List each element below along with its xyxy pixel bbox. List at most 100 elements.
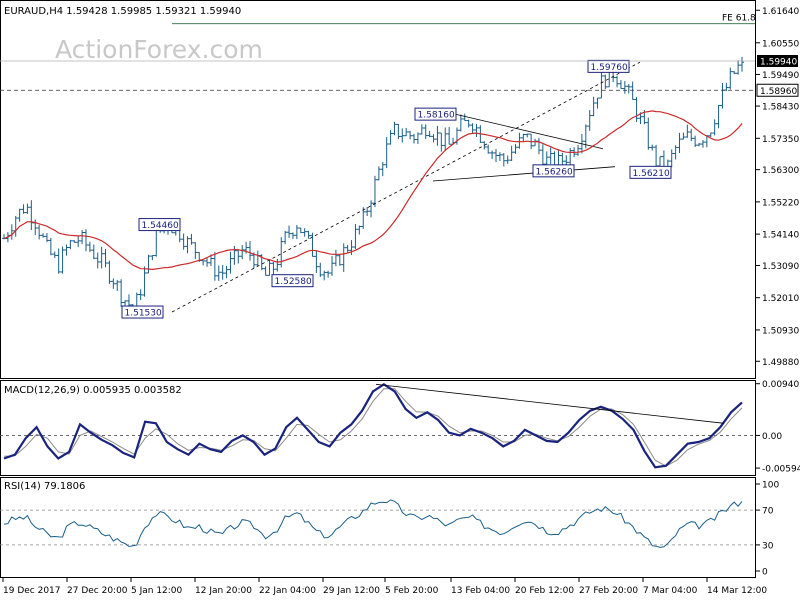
ohlc-bar <box>517 132 522 149</box>
current-price-label: 1.59940 <box>760 57 797 67</box>
callout-box <box>587 59 630 73</box>
ohlc-bar <box>185 236 190 254</box>
ohlc-bar <box>513 144 518 154</box>
callout-label: 1.56260 <box>536 167 573 177</box>
macd-panel-frame <box>0 380 756 476</box>
price-callout: 1.58160 <box>414 107 457 121</box>
rsi-panel: RSI(14) 79.1806 100 70 30 0 <box>0 477 779 578</box>
ohlc-bar <box>576 144 580 156</box>
callout-box <box>414 107 457 121</box>
macd-series-macd <box>3 382 743 469</box>
price-axis: 1.61640 1.60550 1.59490 1.58430 1.57350 1.563… <box>755 7 799 368</box>
rsi-axis: 100 70 30 0 <box>755 481 779 578</box>
ohlc-bar <box>345 245 350 253</box>
price-tick-label: 1.58430 <box>762 103 799 113</box>
ohlc-bar <box>365 207 370 217</box>
ohlc-bar <box>337 254 342 266</box>
rsi-series-line <box>3 499 743 548</box>
price-tick-label: 1.49880 <box>762 358 799 368</box>
ohlc-bar <box>240 245 245 260</box>
ohlc-bar <box>443 127 448 152</box>
ohlc-bar <box>494 149 498 163</box>
ohlc-bar <box>501 152 506 167</box>
ohlc-bar <box>712 119 717 136</box>
dashed-support-trendline <box>171 61 641 313</box>
time-tick-label: 13 Feb 04:00 <box>451 586 510 596</box>
ohlc-bar <box>728 67 733 90</box>
time-tick-label: 27 Feb 20:00 <box>579 586 638 596</box>
ohlc-bar <box>615 75 620 88</box>
callout-box <box>121 305 164 319</box>
price-callout: 1.59760 <box>587 59 630 73</box>
ohlc-bar <box>330 256 334 276</box>
ohlc-bar <box>341 243 346 272</box>
callout-box <box>138 218 181 232</box>
ohlc-bar <box>392 121 397 136</box>
ohlc-bar <box>380 161 385 177</box>
price-callout: 1.54460 <box>138 218 181 232</box>
ohlc-bar <box>189 233 194 245</box>
ohlc-bar <box>60 246 65 274</box>
ohlc-bar <box>111 278 116 289</box>
ohlc-bar <box>372 175 377 208</box>
ohlc-bar <box>439 132 444 152</box>
time-tick-label: 12 Jan 20:00 <box>195 586 252 596</box>
ohlc-bar <box>568 148 573 168</box>
price-horizontal-lines: FE 61.8 1.58960 1.59940 <box>0 14 799 97</box>
price-callouts: 1.51530 1.54460 1.52580 1.58160 1.56260 1.597… <box>121 59 672 319</box>
price-callout: 1.56210 <box>629 165 672 179</box>
macd-lines <box>3 382 743 469</box>
watermark: ActionForex.com <box>55 35 263 64</box>
price-trendlines <box>171 61 641 313</box>
ohlc-bar <box>361 207 366 229</box>
ohlc-bar <box>193 242 198 260</box>
rsi-tick-label: 100 <box>762 481 779 491</box>
ohlc-bar <box>138 289 143 301</box>
ohlc-bar <box>95 252 100 269</box>
ohlc-bar <box>716 104 721 129</box>
ohlc-bar <box>87 241 92 253</box>
price-tick-label: 1.59490 <box>762 71 799 81</box>
ohlc-bar <box>349 240 354 255</box>
time-tick-label: 7 Mar 04:00 <box>643 586 698 596</box>
fibonacci-extension-label: FE 61.8 <box>722 14 756 24</box>
ohlc-bar <box>37 224 42 240</box>
callout-label: 1.56210 <box>633 169 670 179</box>
ohlc-bar <box>708 132 713 138</box>
ohlc-bar <box>591 96 596 117</box>
ohlc-bar <box>287 225 292 238</box>
ohlc-bar <box>376 166 381 181</box>
ohlc-bar <box>150 255 155 261</box>
time-tick-label: 5 Feb 20:00 <box>385 586 439 596</box>
ohlc-bar <box>486 144 491 154</box>
time-tick-label: 29 Jan 12:00 <box>323 586 380 596</box>
ohlc-bar <box>415 132 420 144</box>
ohlc-bar <box>497 152 502 161</box>
ohlc-bar <box>412 133 416 144</box>
price-callout: 1.51530 <box>121 305 164 319</box>
ohlc-bar <box>48 237 53 256</box>
ohlc-bar <box>80 230 85 245</box>
ohlc-bar <box>435 125 440 146</box>
ohlc-bar <box>369 200 374 218</box>
price-header: EURAUD,H4 1.59428 1.59985 1.59321 1.5994… <box>4 6 241 17</box>
ohlc-bar <box>470 123 475 134</box>
ohlc-bar <box>44 233 49 243</box>
ohlc-bar <box>142 266 147 297</box>
ohlc-bar <box>236 250 241 264</box>
ohlc-bar <box>548 147 553 165</box>
macd-trendline <box>375 383 725 424</box>
macd-tick-label: 0.009407 <box>762 380 800 390</box>
ohlc-bar <box>404 127 409 137</box>
ohlc-bar <box>216 265 221 281</box>
ohlc-bar <box>220 265 225 280</box>
ohlc-bar <box>736 60 741 75</box>
moving-average-line <box>3 110 743 271</box>
ohlc-bar <box>587 110 592 131</box>
ohlc-bar <box>521 133 526 142</box>
ohlc-bar <box>17 208 22 222</box>
ohlc-bar <box>685 124 690 138</box>
macd-header: MACD(12,26,9) 0.005935 0.003582 <box>4 385 182 396</box>
ohlc-bar <box>447 127 452 145</box>
macd-axis: 0.009407 0.00 -0.00594 <box>755 380 800 475</box>
